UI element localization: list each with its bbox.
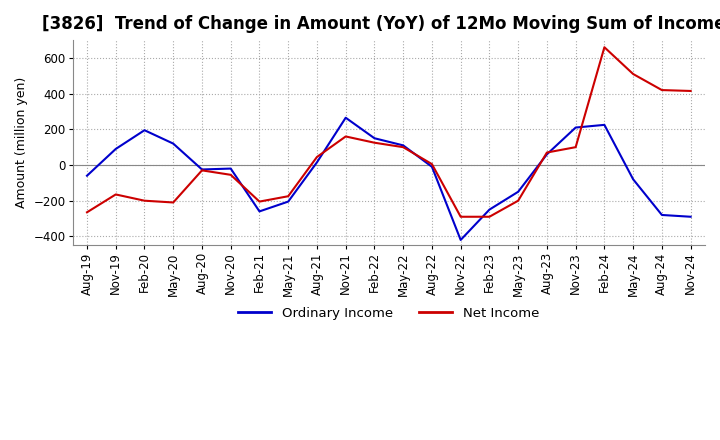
Title: [3826]  Trend of Change in Amount (YoY) of 12Mo Moving Sum of Incomes: [3826] Trend of Change in Amount (YoY) o… <box>42 15 720 33</box>
Legend: Ordinary Income, Net Income: Ordinary Income, Net Income <box>233 301 544 325</box>
Y-axis label: Amount (million yen): Amount (million yen) <box>15 77 28 208</box>
